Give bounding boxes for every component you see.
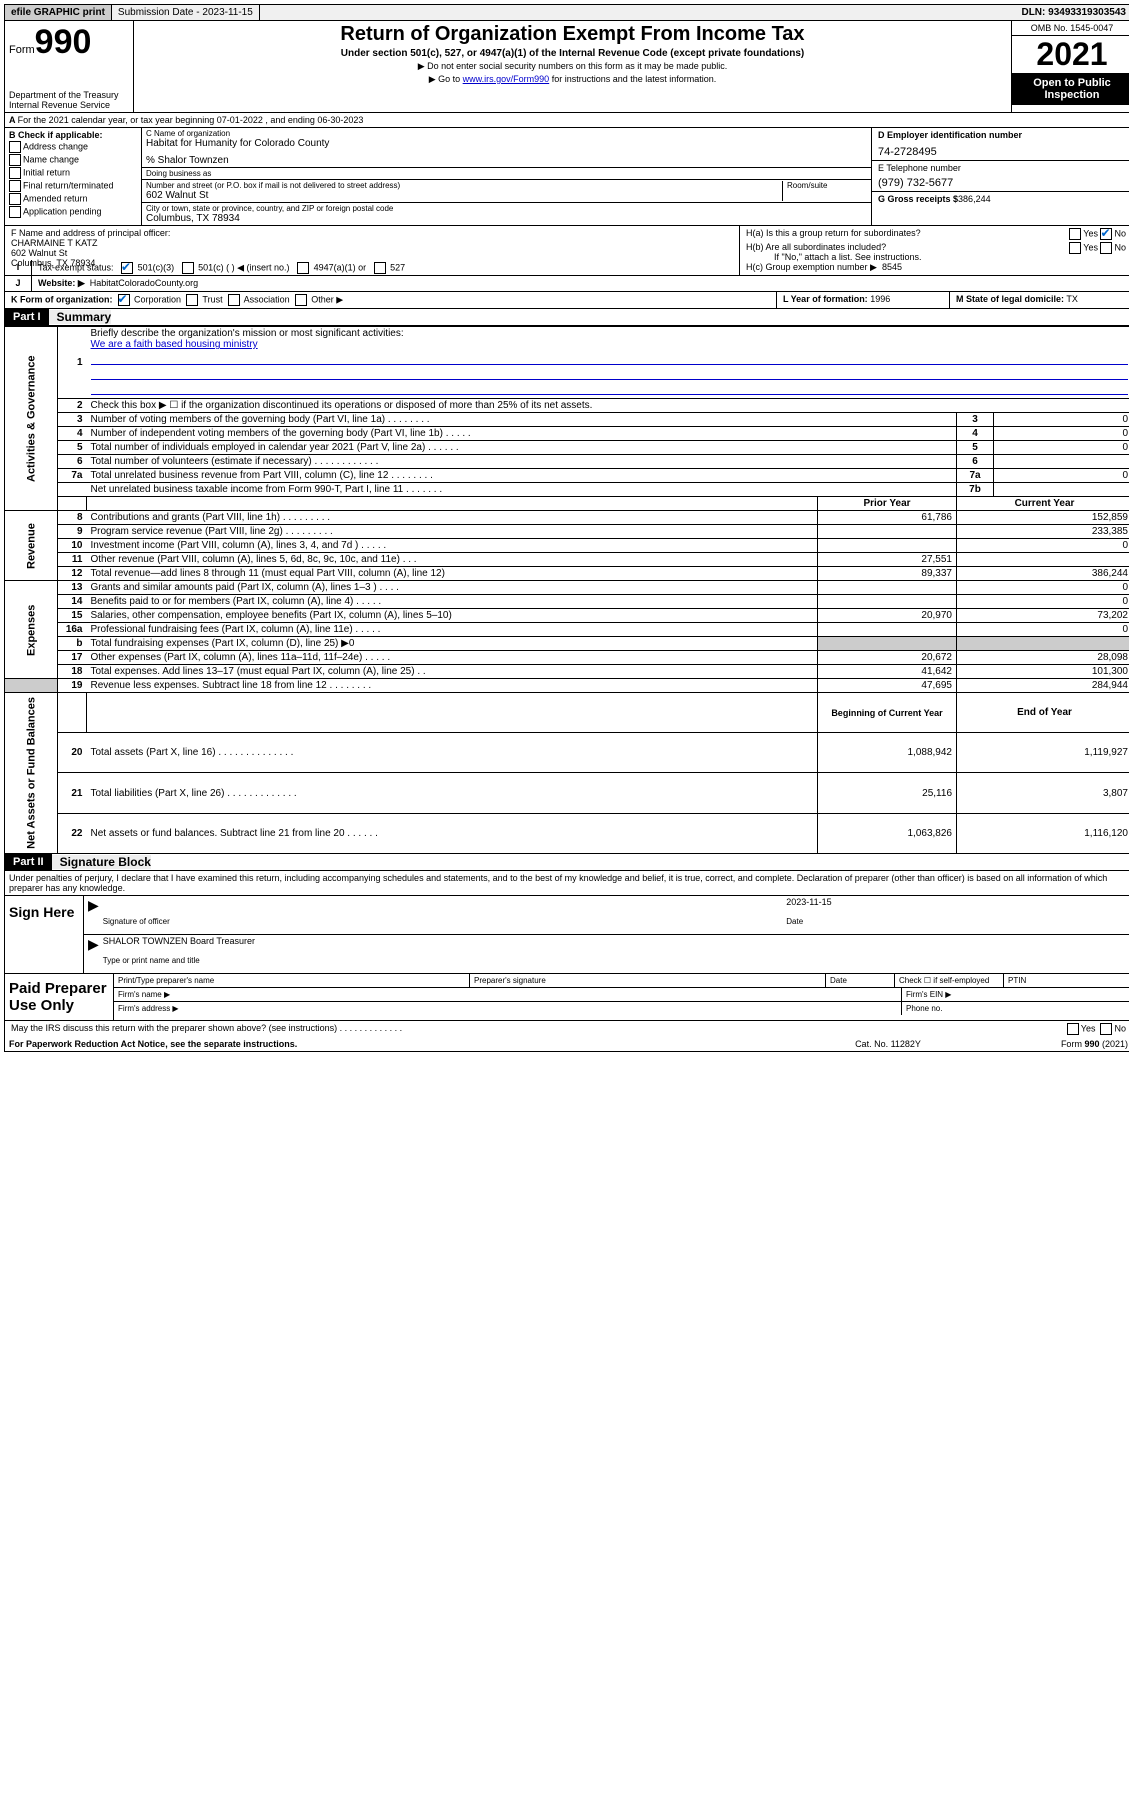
care-of: % Shalor Townzen bbox=[146, 155, 867, 166]
form-subtitle: Under section 501(c), 527, or 4947(a)(1)… bbox=[142, 48, 1003, 59]
city-state-zip: Columbus, TX 78934 bbox=[146, 213, 867, 224]
ssn-warning: ▶ Do not enter social security numbers o… bbox=[142, 61, 1003, 72]
checkbox-501c3[interactable] bbox=[121, 262, 133, 274]
checkbox-discuss-no[interactable] bbox=[1100, 1023, 1112, 1035]
checkbox-trust[interactable] bbox=[186, 294, 198, 306]
checkbox-amended[interactable] bbox=[9, 193, 21, 205]
summary-table: Activities & Governance 1 Briefly descri… bbox=[4, 326, 1129, 854]
checkbox-discuss-yes[interactable] bbox=[1067, 1023, 1079, 1035]
goto-line: ▶ Go to www.irs.gov/Form990 for instruct… bbox=[142, 74, 1003, 85]
right-boxes: D Employer identification number 74-2728… bbox=[871, 128, 1129, 225]
top-bar: efile GRAPHIC print Submission Date - 20… bbox=[4, 4, 1129, 21]
submission-date: Submission Date - 2023-11-15 bbox=[112, 5, 260, 20]
checkbox-assoc[interactable] bbox=[228, 294, 240, 306]
gross-receipts: 386,244 bbox=[958, 194, 991, 204]
paid-preparer-label: Paid Preparer Use Only bbox=[5, 974, 114, 1020]
vert-governance: Activities & Governance bbox=[5, 327, 58, 511]
checkbox-other[interactable] bbox=[295, 294, 307, 306]
open-inspection: Open to Public Inspection bbox=[1012, 73, 1129, 105]
irs-link[interactable]: www.irs.gov/Form990 bbox=[463, 74, 550, 84]
efile-print-button[interactable]: efile GRAPHIC print bbox=[5, 5, 112, 20]
checkbox-final-return[interactable] bbox=[9, 180, 21, 192]
checkbox-4947[interactable] bbox=[297, 262, 309, 274]
checkbox-initial-return[interactable] bbox=[9, 167, 21, 179]
section-j: J Website: ▶ HabitatColoradoCounty.org bbox=[4, 276, 1129, 292]
dept-treasury: Department of the Treasury bbox=[9, 90, 129, 100]
org-name: Habitat for Humanity for Colorado County bbox=[146, 138, 867, 149]
signature-section: Under penalties of perjury, I declare th… bbox=[4, 871, 1129, 1021]
tax-year: 2021 bbox=[1012, 36, 1129, 73]
checkbox-ha-no[interactable] bbox=[1100, 228, 1112, 240]
part1-bar: Part I Summary bbox=[4, 309, 1129, 326]
vert-expenses: Expenses bbox=[5, 581, 58, 679]
checkbox-527[interactable] bbox=[374, 262, 386, 274]
dln: DLN: 93493319303543 bbox=[1015, 5, 1129, 20]
street-address: 602 Walnut St bbox=[146, 190, 782, 201]
sig-date: 2023-11-15 bbox=[786, 897, 1128, 914]
section-i: I Tax-exempt status: 501(c)(3) 501(c) ( … bbox=[4, 260, 1129, 276]
state-domicile: TX bbox=[1066, 294, 1078, 304]
page-footer: For Paperwork Reduction Act Notice, see … bbox=[4, 1037, 1129, 1052]
checkbox-ha-yes[interactable] bbox=[1069, 228, 1081, 240]
section-c: C Name of organization Habitat for Human… bbox=[142, 128, 871, 225]
sign-here-label: Sign Here bbox=[5, 896, 84, 973]
officer-name: CHARMAINE T KATZ bbox=[11, 238, 733, 248]
checkbox-hb-yes[interactable] bbox=[1069, 242, 1081, 254]
section-b: B Check if applicable: Address change Na… bbox=[5, 128, 142, 225]
part2-bar: Part II Signature Block bbox=[4, 854, 1129, 871]
entity-section: B Check if applicable: Address change Na… bbox=[4, 128, 1129, 226]
omb-number: OMB No. 1545-0047 bbox=[1012, 21, 1129, 36]
officer-name-title: SHALOR TOWNZEN Board Treasurer bbox=[103, 936, 1128, 953]
checkbox-hb-no[interactable] bbox=[1100, 242, 1112, 254]
year-formation: 1996 bbox=[870, 294, 890, 304]
form-header: Form990 Department of the Treasury Inter… bbox=[4, 21, 1129, 113]
form-title: Return of Organization Exempt From Incom… bbox=[142, 23, 1003, 46]
vert-revenue: Revenue bbox=[5, 511, 58, 581]
tax-period: A For the 2021 calendar year, or tax yea… bbox=[4, 113, 1129, 128]
checkbox-name-change[interactable] bbox=[9, 154, 21, 166]
vert-net-assets: Net Assets or Fund Balances bbox=[5, 693, 58, 854]
website: HabitatColoradoCounty.org bbox=[90, 278, 198, 288]
mission-text: We are a faith based housing ministry bbox=[91, 339, 258, 350]
form-number: Form990 bbox=[9, 23, 129, 62]
section-klm: K Form of organization: Corporation Trus… bbox=[4, 292, 1129, 309]
checkbox-address-change[interactable] bbox=[9, 141, 21, 153]
irs-label: Internal Revenue Service bbox=[9, 100, 129, 110]
discuss-row: May the IRS discuss this return with the… bbox=[4, 1021, 1129, 1037]
checkbox-app-pending[interactable] bbox=[9, 206, 21, 218]
checkbox-501c[interactable] bbox=[182, 262, 194, 274]
phone: (979) 732-5677 bbox=[878, 177, 1126, 189]
checkbox-corp[interactable] bbox=[118, 294, 130, 306]
ein: 74-2728495 bbox=[878, 146, 1126, 158]
